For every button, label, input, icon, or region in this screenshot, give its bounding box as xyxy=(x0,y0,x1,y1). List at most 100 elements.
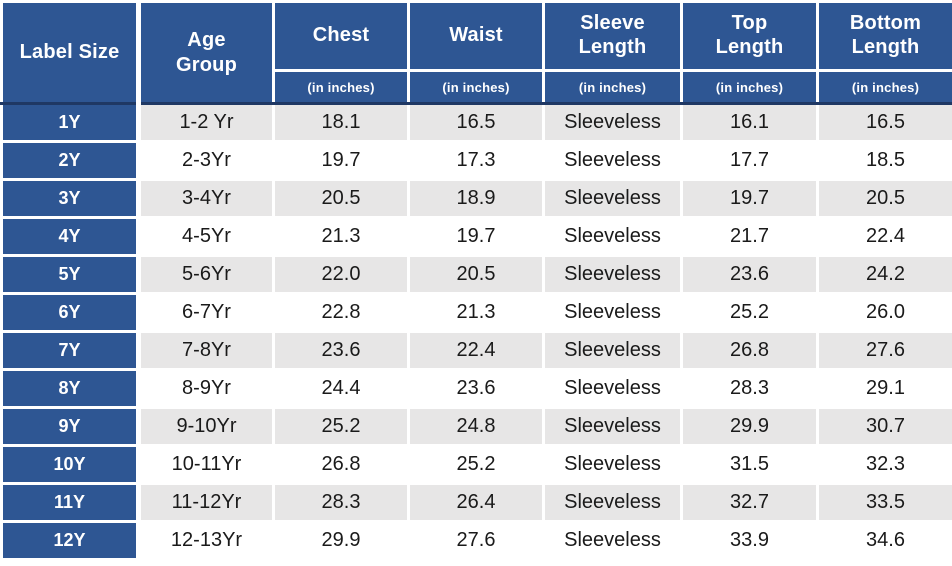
table-row: 8Y 8-9Yr 24.4 23.6 Sleeveless 28.3 29.1 xyxy=(0,368,952,409)
top-length-cell: 17.7 xyxy=(680,140,819,181)
column-header-bottom-length: Bottom Length xyxy=(816,0,952,72)
column-header-chest: Chest xyxy=(272,0,410,72)
age-group-cell: 6-7Yr xyxy=(137,292,275,333)
sleeve-length-cell: Sleeveless xyxy=(542,406,683,447)
age-group-cell: 4-5Yr xyxy=(137,216,275,257)
bottom-length-cell: 16.5 xyxy=(816,102,952,143)
chest-cell: 19.7 xyxy=(272,140,410,181)
top-length-cell: 29.9 xyxy=(680,406,819,447)
age-group-cell: 9-10Yr xyxy=(137,406,275,447)
bottom-length-cell: 34.6 xyxy=(816,520,952,561)
waist-cell: 23.6 xyxy=(407,368,545,409)
waist-cell: 18.9 xyxy=(407,178,545,219)
waist-cell: 26.4 xyxy=(407,482,545,523)
table-row: 1Y 1-2 Yr 18.1 16.5 Sleeveless 16.1 16.5 xyxy=(0,102,952,143)
age-group-cell: 11-12Yr xyxy=(137,482,275,523)
sleeve-length-cell: Sleeveless xyxy=(542,330,683,371)
sleeve-length-cell: Sleeveless xyxy=(542,178,683,219)
top-length-cell: 16.1 xyxy=(680,102,819,143)
waist-cell: 20.5 xyxy=(407,254,545,295)
bottom-length-cell: 18.5 xyxy=(816,140,952,181)
sleeve-length-cell: Sleeveless xyxy=(542,254,683,295)
waist-cell: 25.2 xyxy=(407,444,545,485)
chest-cell: 22.8 xyxy=(272,292,410,333)
bottom-length-cell: 33.5 xyxy=(816,482,952,523)
table-row: 3Y 3-4Yr 20.5 18.9 Sleeveless 19.7 20.5 xyxy=(0,178,952,219)
label-size-cell: 5Y xyxy=(0,254,141,295)
sleeve-length-cell: Sleeveless xyxy=(542,102,683,143)
table-row: 5Y 5-6Yr 22.0 20.5 Sleeveless 23.6 24.2 xyxy=(0,254,952,295)
table-row: 12Y 12-13Yr 29.9 27.6 Sleeveless 33.9 34… xyxy=(0,520,952,561)
chest-cell: 21.3 xyxy=(272,216,410,257)
header-line: Label Size xyxy=(19,41,120,63)
sleeve-length-cell: Sleeveless xyxy=(542,482,683,523)
waist-cell: 22.4 xyxy=(407,330,545,371)
subheader-row: (in inches) (in inches) (in inches) (in … xyxy=(2,69,952,105)
top-length-cell: 32.7 xyxy=(680,482,819,523)
waist-cell: 21.3 xyxy=(407,292,545,333)
age-group-cell: 10-11Yr xyxy=(137,444,275,485)
age-group-cell: 12-13Yr xyxy=(137,520,275,561)
bottom-length-cell: 26.0 xyxy=(816,292,952,333)
table-row: 10Y 10-11Yr 26.8 25.2 Sleeveless 31.5 32… xyxy=(0,444,952,485)
chest-cell: 22.0 xyxy=(272,254,410,295)
top-length-cell: 25.2 xyxy=(680,292,819,333)
age-group-cell: 1-2 Yr xyxy=(137,102,275,143)
label-size-cell: 2Y xyxy=(0,140,141,181)
waist-cell: 16.5 xyxy=(407,102,545,143)
header-line: Group xyxy=(176,53,237,76)
label-size-cell: 7Y xyxy=(0,330,141,371)
top-length-cell: 19.7 xyxy=(680,178,819,219)
header-line: Sleeve xyxy=(580,12,645,35)
age-group-cell: 7-8Yr xyxy=(137,330,275,371)
top-length-cell: 26.8 xyxy=(680,330,819,371)
label-size-cell: 6Y xyxy=(0,292,141,333)
age-group-cell: 8-9Yr xyxy=(137,368,275,409)
table-row: 9Y 9-10Yr 25.2 24.8 Sleeveless 29.9 30.7 xyxy=(0,406,952,447)
bottom-length-cell: 29.1 xyxy=(816,368,952,409)
age-group-cell: 5-6Yr xyxy=(137,254,275,295)
chest-cell: 24.4 xyxy=(272,368,410,409)
label-size-cell: 9Y xyxy=(0,406,141,447)
waist-cell: 17.3 xyxy=(407,140,545,181)
subheader-bottom-units: (in inches) xyxy=(816,69,952,105)
table-row: 11Y 11-12Yr 28.3 26.4 Sleeveless 32.7 33… xyxy=(0,482,952,523)
subheader-chest-units: (in inches) xyxy=(272,69,410,105)
sleeve-length-cell: Sleeveless xyxy=(542,444,683,485)
header-row: Label Size Age Group Chest Waist Sleeve … xyxy=(0,0,952,105)
top-length-cell: 28.3 xyxy=(680,368,819,409)
label-size-cell: 1Y xyxy=(0,102,141,143)
top-length-cell: 21.7 xyxy=(680,216,819,257)
chest-cell: 26.8 xyxy=(272,444,410,485)
header-line: Top xyxy=(731,12,768,35)
header-line: Bottom xyxy=(849,12,922,35)
table-row: 4Y 4-5Yr 21.3 19.7 Sleeveless 21.7 22.4 xyxy=(0,216,952,257)
subheader-top-units: (in inches) xyxy=(680,69,819,105)
bottom-length-cell: 30.7 xyxy=(816,406,952,447)
column-header-top-length: Top Length xyxy=(680,0,819,72)
chest-cell: 25.2 xyxy=(272,406,410,447)
sleeve-length-cell: Sleeveless xyxy=(542,216,683,257)
bottom-length-cell: 22.4 xyxy=(816,216,952,257)
sleeve-length-cell: Sleeveless xyxy=(542,368,683,409)
waist-cell: 19.7 xyxy=(407,216,545,257)
column-header-sleeve-length: Sleeve Length xyxy=(542,0,683,72)
label-size-cell: 4Y xyxy=(0,216,141,257)
bottom-length-cell: 27.6 xyxy=(816,330,952,371)
table-body: 1Y 1-2 Yr 18.1 16.5 Sleeveless 16.1 16.5… xyxy=(0,102,952,561)
top-length-cell: 23.6 xyxy=(680,254,819,295)
top-length-cell: 31.5 xyxy=(680,444,819,485)
table-row: 6Y 6-7Yr 22.8 21.3 Sleeveless 25.2 26.0 xyxy=(0,292,952,333)
chest-cell: 20.5 xyxy=(272,178,410,219)
header-line: Waist xyxy=(449,24,503,47)
column-header-label-size: Label Size xyxy=(0,0,141,105)
age-group-cell: 2-3Yr xyxy=(137,140,275,181)
waist-cell: 27.6 xyxy=(407,520,545,561)
header-line: Chest xyxy=(312,24,370,47)
header-line: Length xyxy=(851,36,920,58)
label-size-cell: 12Y xyxy=(0,520,141,561)
chest-cell: 23.6 xyxy=(272,330,410,371)
label-size-cell: 3Y xyxy=(0,178,141,219)
header-line: Age xyxy=(187,28,226,51)
